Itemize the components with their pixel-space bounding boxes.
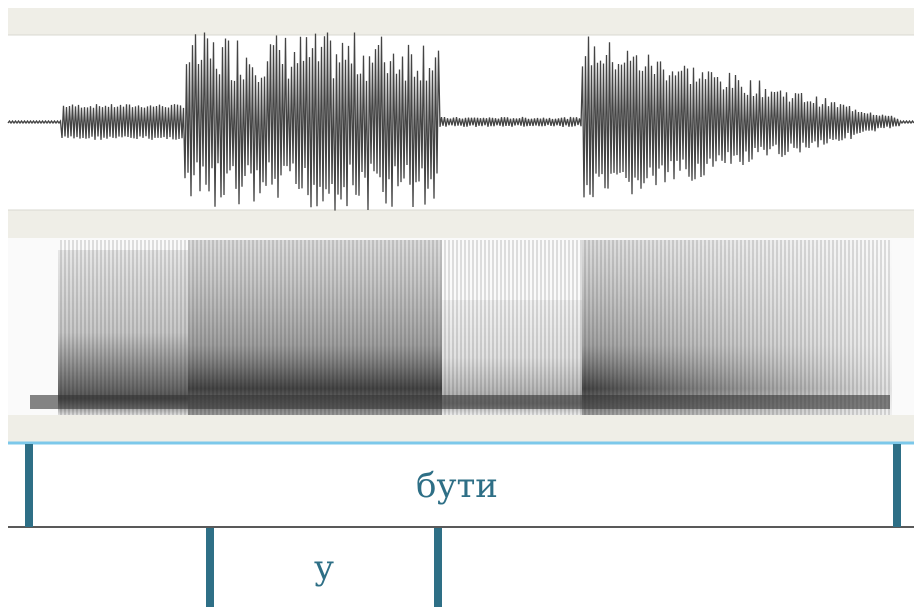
- band: [8, 8, 914, 35]
- page: бути у (() => { const data = JSON.parse(…: [0, 0, 914, 607]
- boundary: [206, 528, 214, 607]
- band: [8, 210, 914, 238]
- band: [8, 415, 914, 443]
- interval-label: у: [314, 548, 334, 588]
- boundary: [25, 444, 33, 527]
- boundary: [893, 444, 901, 527]
- boundary: [434, 528, 442, 607]
- sound-editor: бути у: [0, 0, 914, 607]
- spectrogram: [8, 238, 914, 415]
- interval-label: бути: [416, 466, 498, 506]
